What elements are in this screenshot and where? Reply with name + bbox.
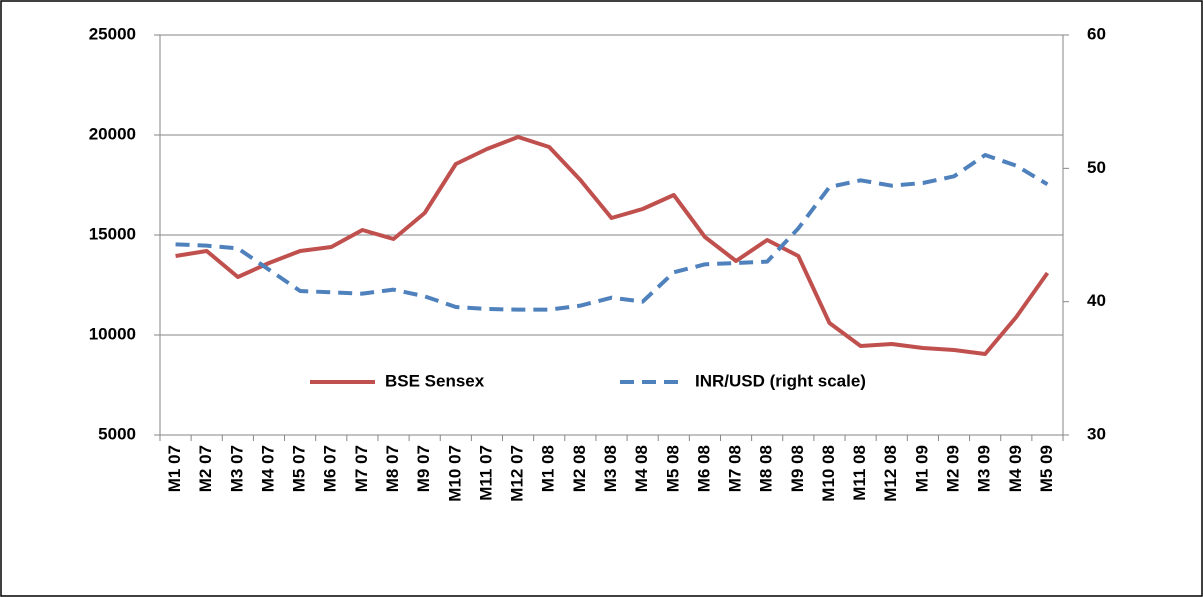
series-line (175, 153, 1049, 312)
legend-label: INR/USD (right scale) (695, 371, 866, 390)
x-tick-label: M10 08 (819, 445, 838, 502)
series-line (175, 135, 1050, 356)
x-tick-label: M12 08 (881, 445, 900, 502)
x-tick-label: M6 07 (321, 445, 340, 492)
x-tick-label: M11 08 (850, 445, 869, 501)
x-tick-label: M3 08 (601, 445, 620, 492)
legend-label: BSE Sensex (385, 371, 485, 390)
legend: BSE Sensex INR/USD (right scale) (310, 371, 866, 390)
x-tick-label: M1 07 (165, 445, 184, 492)
x-tick-label: M5 08 (663, 445, 682, 492)
y-tick-label: 10000 (89, 324, 136, 343)
x-tick-label: M2 08 (570, 445, 589, 492)
x-tick-label: M4 08 (632, 445, 651, 492)
x-tick-label: M5 07 (290, 445, 309, 492)
x-tick-label: M1 09 (912, 445, 931, 492)
x-tick-label: M1 08 (539, 445, 558, 492)
x-tick-label: M6 08 (694, 445, 713, 492)
x-tick-label: M7 07 (352, 445, 371, 492)
y-tick-label: 25000 (89, 24, 136, 43)
x-tick-label: M11 07 (476, 445, 495, 501)
y-tick-label: 5000 (98, 424, 136, 443)
x-tick-label: M10 07 (445, 445, 464, 502)
y2-tick-label: 40 (1087, 291, 1106, 310)
x-tick-label: M9 08 (788, 445, 807, 492)
x-tick-label: M8 08 (757, 445, 776, 492)
x-tick-label: M3 09 (975, 445, 994, 492)
y2-tick-label: 50 (1087, 158, 1106, 177)
x-tick-label: M7 08 (726, 445, 745, 492)
x-tick-label: M8 07 (383, 445, 402, 492)
y2-tick-label: 60 (1087, 24, 1106, 43)
x-tick-label: M2 09 (944, 445, 963, 492)
x-tick-label: M12 07 (508, 445, 527, 502)
x-tick-label: M9 07 (414, 445, 433, 492)
x-tick-label: M5 09 (1037, 445, 1056, 492)
x-tick-label: M3 07 (227, 445, 246, 492)
x-tick-label: M2 07 (196, 445, 215, 492)
y2-tick-label: 30 (1087, 424, 1106, 443)
y-tick-label: 15000 (89, 224, 136, 243)
y-tick-label: 20000 (89, 124, 136, 143)
x-tick-label: M4 07 (258, 445, 277, 492)
x-tick-label: M4 09 (1006, 445, 1025, 492)
